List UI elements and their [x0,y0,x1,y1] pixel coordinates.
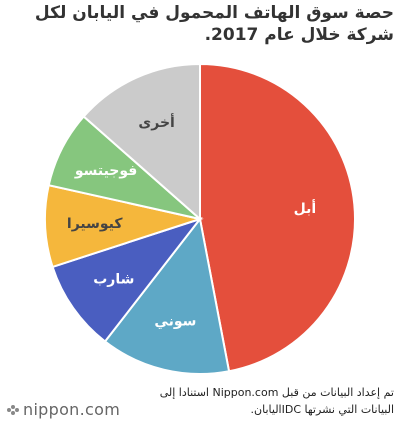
slice-label: فوجيتسو [74,163,138,179]
pie-slice [103,216,231,375]
pie-slice [199,62,357,373]
slice-label: أخرى [138,113,174,131]
slice-label: أبل [294,199,317,217]
slice-label: سوني [154,313,196,329]
slice-label: شارب [93,272,134,288]
logo: nippon.com [6,400,120,419]
logo-text: nippon.com [23,400,121,419]
source-note: تم إعداد البيانات من قبل Nippon.com استن… [159,386,394,416]
logo-icon [7,405,19,415]
pie-slice [82,62,201,222]
chart-title: حصة سوق الهاتف المحمول في اليابان لكل شر… [34,3,394,45]
pie-slice [51,217,203,343]
slice-label: كيوسيرا [67,216,123,232]
